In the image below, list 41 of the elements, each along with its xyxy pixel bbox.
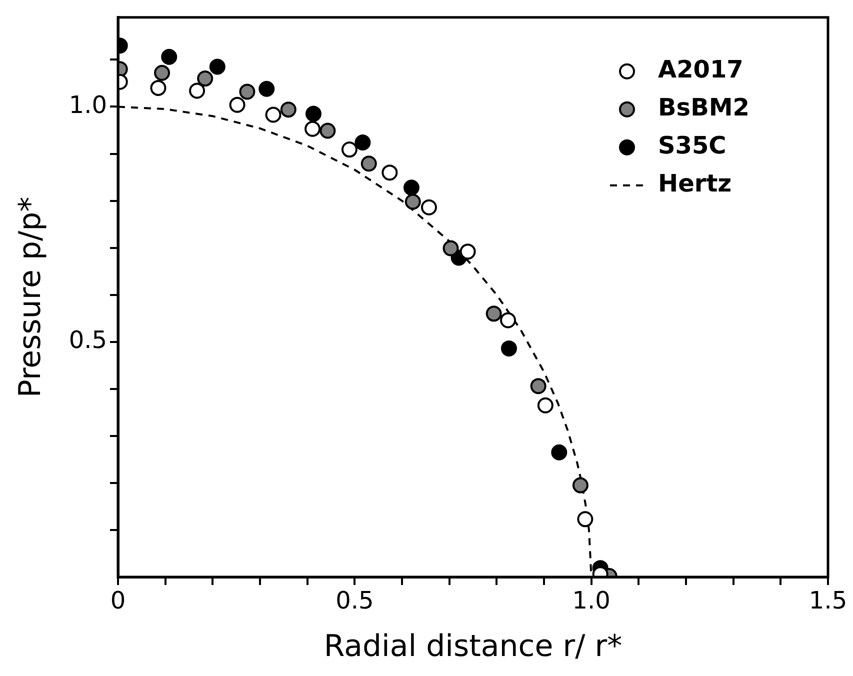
x-tick-label: 0.5: [336, 586, 374, 615]
x-tick-label: 1.0: [572, 586, 610, 615]
point: [265, 106, 282, 123]
legend-label: BsBM2: [658, 94, 750, 122]
point: [442, 240, 459, 256]
point: [320, 122, 336, 139]
point: [382, 164, 398, 181]
point: [420, 199, 437, 216]
point: [304, 120, 321, 137]
x-tick-label: 1.5: [808, 586, 848, 615]
point: [360, 156, 377, 172]
point: [354, 134, 371, 150]
point: [189, 82, 206, 99]
point: [305, 106, 322, 122]
point: [150, 80, 166, 96]
legend-label: S35C: [658, 132, 726, 160]
y-axis-title: Pressure p/p*: [12, 196, 48, 398]
point: [500, 340, 517, 356]
point: [229, 96, 246, 113]
point: [577, 511, 594, 528]
point: [537, 397, 554, 414]
point: [500, 312, 516, 328]
point: [209, 58, 226, 75]
point: [486, 306, 502, 322]
point: [280, 102, 296, 118]
point: [258, 80, 275, 97]
point: [551, 444, 568, 460]
point: [530, 378, 546, 394]
legend-label: Hertz: [658, 170, 732, 198]
point: [197, 70, 214, 87]
point: [403, 180, 420, 196]
legend-label: A2017: [658, 56, 744, 84]
point: [341, 142, 358, 158]
point: [572, 477, 588, 494]
point: [460, 244, 476, 260]
point: [154, 64, 170, 81]
point: [239, 84, 256, 100]
x-tick-label: 0: [110, 586, 126, 615]
point: [404, 194, 421, 210]
x-axis-title: Radial distance r/ r*: [324, 628, 622, 664]
point: [161, 48, 178, 65]
